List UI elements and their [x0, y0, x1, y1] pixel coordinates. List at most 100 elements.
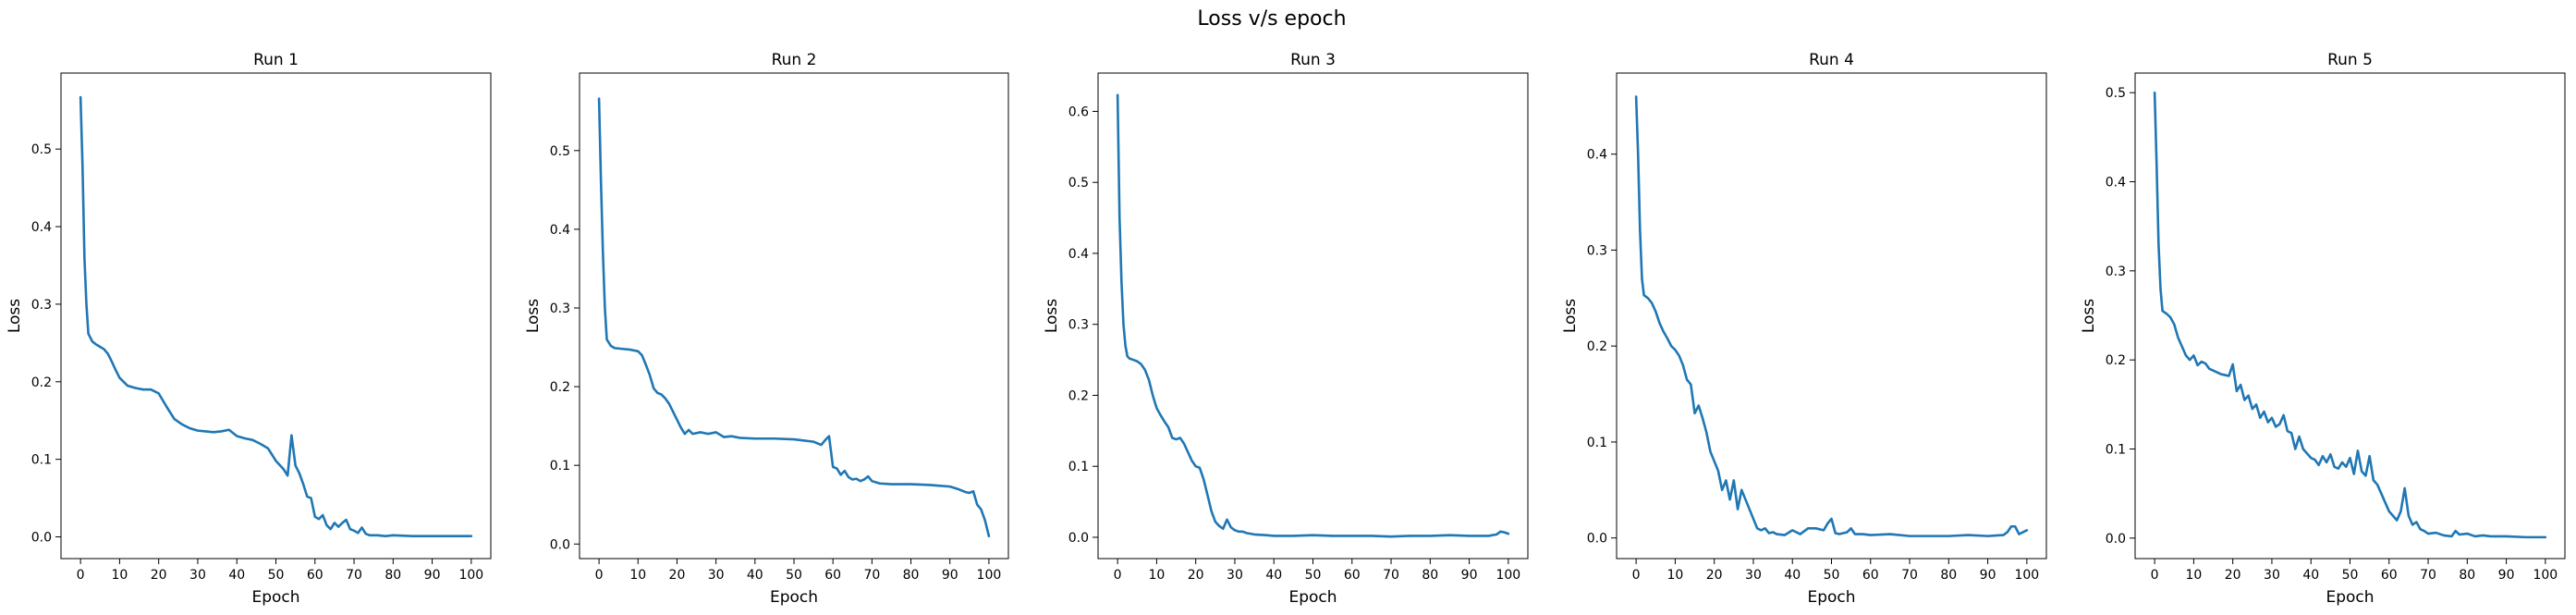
x-tick-label: 80 — [385, 568, 401, 583]
x-tick-label: 30 — [708, 568, 725, 583]
y-tick-label: 0.0 — [1587, 532, 1607, 547]
x-tick-label: 50 — [1824, 568, 1840, 583]
y-tick-label: 0.4 — [550, 223, 570, 238]
x-tick-label: 80 — [1422, 568, 1438, 583]
y-tick-label: 0.5 — [2106, 86, 2126, 101]
y-tick-label: 0.4 — [1587, 148, 1607, 163]
x-tick-label: 80 — [1940, 568, 1957, 583]
y-tick-label: 0.2 — [1068, 388, 1089, 403]
y-tick-label: 0.1 — [31, 453, 52, 468]
subplots: Run 10 10 20 30 40 50 60 70 80 90 1000.00.10.20.30… — [6, 51, 2566, 607]
y-tick-label: 0.4 — [1068, 247, 1089, 262]
x-tick-label: 60 — [307, 568, 324, 583]
y-tick-label: 0.3 — [1587, 243, 1607, 258]
x-tick-label: 10 — [1666, 568, 1683, 583]
y-tick-label: 0.4 — [2106, 176, 2126, 191]
y-tick-label: 0.5 — [550, 144, 570, 159]
x-tick-label: 20 — [2225, 568, 2241, 583]
loss-line — [1116, 93, 1510, 538]
x-tick-label: 50 — [268, 568, 285, 583]
x-tick-label: 10 — [629, 568, 646, 583]
x-tick-label: 80 — [2459, 568, 2475, 583]
subplot-run-4: Run 4 0 10 20 30 40 50 60 70 80 90 100 0.0 0.1 0.2 0.3 0… — [1561, 51, 2047, 607]
subplot-title: Run 5 — [2327, 51, 2373, 69]
loss-line — [2153, 91, 2547, 539]
x-tick-label: 60 — [824, 568, 841, 583]
subplot-run-3: Run 3 0 10 20 30 40 50 60 70 80 90 100 0.0 0.1 0.2 0.3 0… — [1043, 51, 1529, 607]
x-tick-label: 30 — [1227, 568, 1243, 583]
x-tick-label: 40 — [1784, 568, 1801, 583]
x-tick-label: 80 — [903, 568, 920, 583]
y-axis-label: Loss — [524, 299, 543, 333]
y-tick-label: 0.3 — [31, 298, 52, 313]
y-tick-label: 0.0 — [550, 537, 570, 552]
x-tick-label: 20 — [151, 568, 167, 583]
x-tick-label: 100 — [2014, 568, 2039, 583]
x-tick-label: 30 — [1745, 568, 1762, 583]
y-tick-label: 0.0 — [2106, 532, 2126, 547]
x-tick-label: 70 — [863, 568, 880, 583]
x-axis-label: Epoch — [1288, 588, 1337, 607]
x-tick-label: 50 — [786, 568, 802, 583]
y-tick-label: 0.1 — [1068, 460, 1089, 474]
x-tick-label: 100 — [977, 568, 1002, 583]
x-tick-label: 90 — [1461, 568, 1478, 583]
x-tick-label: 20 — [669, 568, 686, 583]
y-tick-label: 0.3 — [550, 301, 570, 316]
x-tick-label: 40 — [228, 568, 245, 583]
x-tick-label: 20 — [1188, 568, 1204, 583]
y-axis-label: Loss — [1043, 299, 1061, 333]
x-tick-label: 0 — [2151, 568, 2159, 583]
x-axis-label: Epoch — [251, 588, 299, 607]
y-axis-label: Loss — [1561, 299, 1580, 333]
x-tick-label: 0 — [1632, 568, 1641, 583]
x-tick-label: 20 — [1706, 568, 1723, 583]
y-tick-label: 0.5 — [1068, 176, 1089, 191]
x-tick-label: 10 — [2185, 568, 2202, 583]
x-axis-label: Epoch — [2326, 588, 2374, 607]
subplot-title: Run 2 — [772, 51, 817, 69]
y-tick-label: 0.5 — [31, 142, 52, 157]
x-tick-label: 60 — [1862, 568, 1879, 583]
y-axis-label: Loss — [6, 299, 24, 333]
y-tick-label: 0.2 — [31, 375, 52, 390]
y-tick-label: 0.1 — [550, 459, 570, 474]
subplot-title: Run 1 — [253, 51, 299, 69]
y-tick-label: 0.1 — [1587, 436, 1607, 450]
y-tick-label: 0.1 — [2106, 443, 2126, 458]
x-tick-label: 40 — [2302, 568, 2319, 583]
x-tick-label: 10 — [111, 568, 128, 583]
x-tick-label: 100 — [2533, 568, 2558, 583]
subplot-title: Run 3 — [1290, 51, 1336, 69]
loss-line — [79, 95, 473, 537]
y-axis-label: Loss — [2080, 299, 2098, 333]
x-tick-label: 90 — [1980, 568, 1996, 583]
x-tick-label: 10 — [1148, 568, 1165, 583]
y-tick-label: 0.0 — [1068, 531, 1089, 546]
x-tick-label: 70 — [1383, 568, 1399, 583]
loss-line — [1634, 95, 2029, 537]
y-tick-label: 0.6 — [1068, 105, 1089, 119]
y-tick-label: 0.0 — [31, 531, 52, 546]
x-tick-label: 40 — [747, 568, 763, 583]
x-tick-label: 0 — [1114, 568, 1122, 583]
x-tick-label: 50 — [1305, 568, 1322, 583]
subplot-run-5: Run 5 0 10 20 30 40 50 60 70 80 90 100 0.0 0.1 0.2 0.3 0… — [2080, 51, 2566, 607]
x-tick-label: 0 — [77, 568, 85, 583]
y-tick-label: 0.3 — [2106, 264, 2126, 279]
x-axis-label: Epoch — [770, 588, 818, 607]
y-tick-label: 0.2 — [1587, 339, 1607, 354]
x-tick-label: 40 — [1265, 568, 1282, 583]
loss-line — [597, 97, 991, 538]
x-tick-label: 90 — [2498, 568, 2515, 583]
x-tick-label: 90 — [424, 568, 441, 583]
x-tick-label: 100 — [1496, 568, 1520, 583]
subplot-title: Run 4 — [1809, 51, 1854, 69]
x-tick-label: 60 — [1344, 568, 1361, 583]
x-tick-label: 50 — [2342, 568, 2359, 583]
x-tick-label: 70 — [2420, 568, 2436, 583]
x-tick-label: 70 — [1901, 568, 1918, 583]
y-tick-label: 0.2 — [2106, 353, 2126, 368]
y-tick-label: 0.4 — [31, 220, 52, 235]
